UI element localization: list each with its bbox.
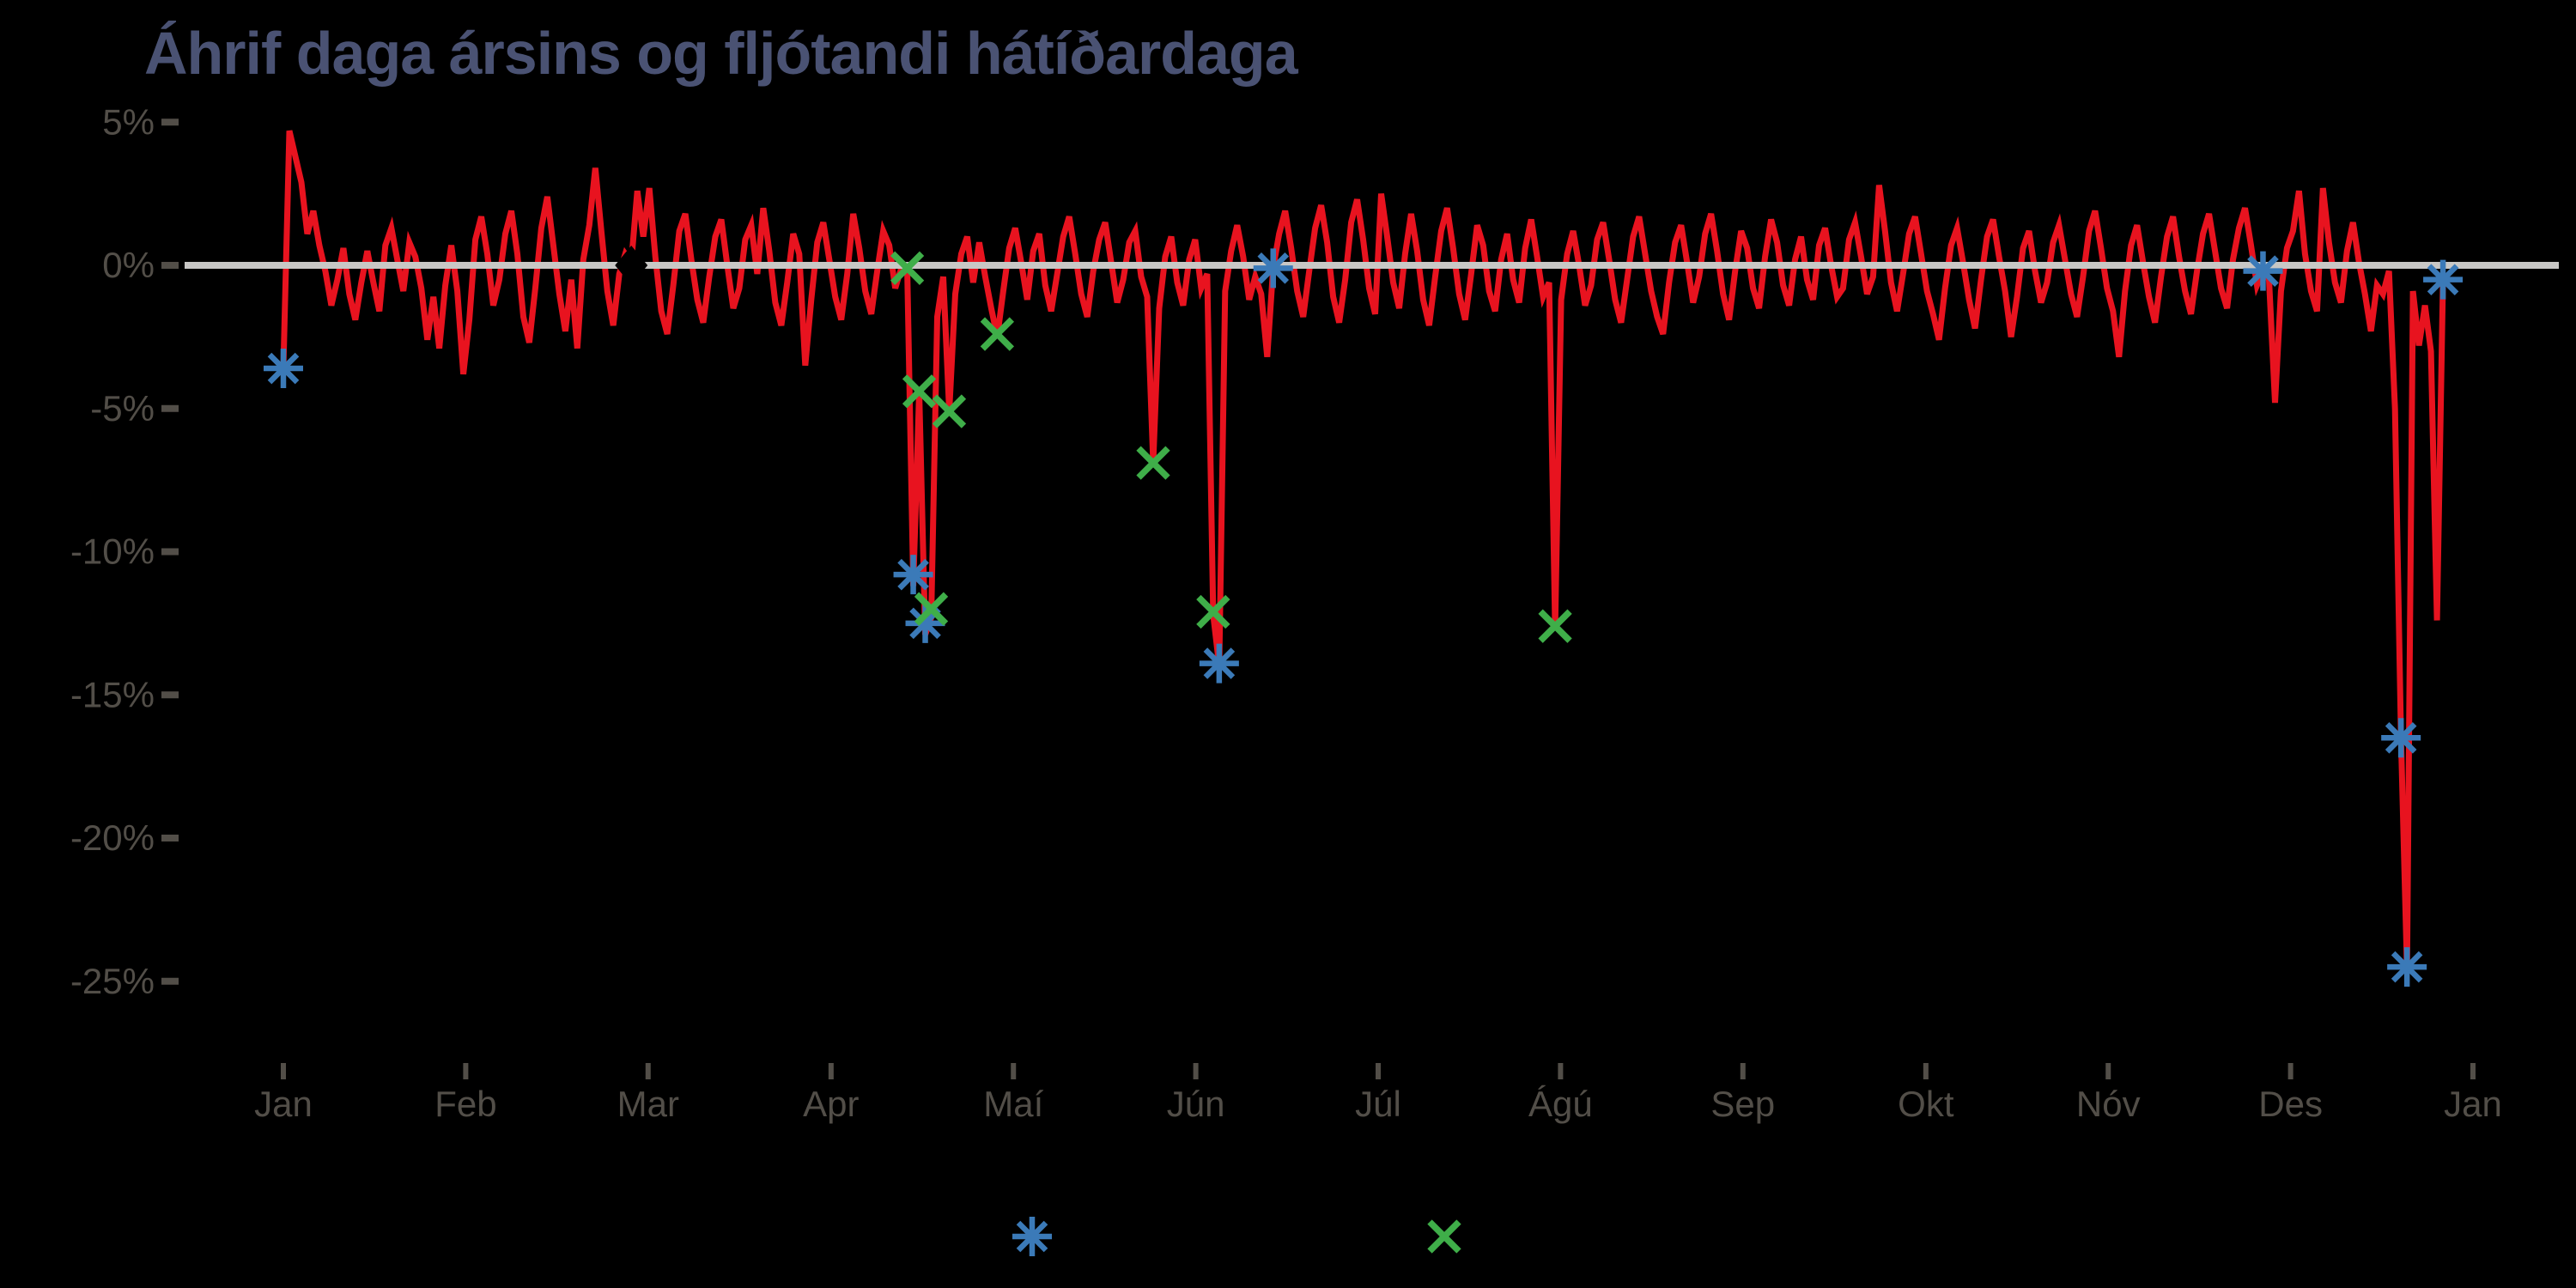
x-mark-stroke	[1427, 1219, 1461, 1254]
x-axis-month-label: Jan	[254, 1084, 313, 1124]
asterisk-spoke	[1203, 647, 1236, 679]
fixed-day-asterisk-marker	[264, 349, 303, 389]
y-axis-tick-label: -10%	[70, 532, 155, 572]
asterisk-spoke	[1016, 1220, 1048, 1253]
floating-holiday-x-marker	[890, 251, 925, 285]
asterisk-spoke	[2427, 264, 2459, 295]
asterisk-spoke	[2247, 255, 2279, 287]
x-axis-month-label: Júl	[1355, 1084, 1401, 1124]
asterisk-spoke	[2385, 721, 2417, 754]
fixed-day-asterisk-marker	[2243, 251, 2283, 291]
x-axis-month-label: Jún	[1167, 1084, 1225, 1124]
asterisk-spoke	[897, 558, 929, 591]
x-axis-month-label: Nóv	[2076, 1084, 2141, 1124]
asterisk-spoke	[267, 352, 300, 385]
x-mark-stroke	[890, 251, 925, 285]
asterisk-spoke	[2391, 951, 2423, 983]
x-mark-stroke	[1196, 594, 1230, 629]
y-axis-tick-label: -15%	[70, 674, 155, 714]
legend-asterisk-icon	[1012, 1217, 1052, 1256]
fixed-day-asterisk-marker	[2387, 947, 2427, 987]
floating-holiday-x-marker	[932, 394, 967, 428]
floating-holiday-x-marker	[902, 374, 937, 409]
fixed-day-asterisk-marker	[1253, 248, 1293, 289]
x-mark-stroke	[1538, 609, 1572, 643]
fixed-day-asterisk-marker	[2381, 718, 2421, 758]
y-axis-tick-label: -5%	[90, 388, 155, 428]
x-mark-stroke	[980, 317, 1015, 351]
diamond-marker	[615, 246, 648, 285]
asterisk-spoke	[1257, 252, 1290, 284]
fixed-day-asterisk-marker	[893, 555, 933, 595]
x-mark-stroke	[1136, 446, 1170, 480]
x-axis-month-label: Feb	[434, 1084, 496, 1124]
floating-holiday-x-marker	[1136, 446, 1170, 480]
x-axis-month-label: Apr	[803, 1084, 859, 1124]
floating-holiday-x-marker	[980, 317, 1015, 351]
x-axis-month-label: Mar	[617, 1084, 679, 1124]
fixed-day-asterisk-marker	[905, 603, 945, 643]
x-axis-month-label: Ágú	[1528, 1084, 1593, 1124]
fixed-day-asterisk-marker	[2423, 259, 2464, 300]
floating-holiday-x-marker	[914, 592, 949, 626]
fixed-day-asterisk-marker	[1199, 643, 1239, 683]
x-mark-stroke	[914, 592, 949, 626]
legend-x-icon	[1427, 1219, 1461, 1254]
x-mark-stroke	[932, 394, 967, 428]
x-axis-month-label: Maí	[983, 1084, 1043, 1124]
series-line-day-effects	[280, 130, 2446, 970]
chart-title: Áhrif daga ársins og fljótandi hátíðarda…	[144, 20, 1298, 87]
floating-holiday-x-marker	[1538, 609, 1572, 643]
x-axis-month-label: Okt	[1898, 1084, 1954, 1124]
x-axis-month-label: Sep	[1710, 1084, 1775, 1124]
y-axis-tick-label: -20%	[70, 817, 155, 858]
floating-holiday-x-marker	[1196, 594, 1230, 629]
x-axis-month-label: Des	[2258, 1084, 2323, 1124]
y-axis-tick-label: 0%	[102, 245, 155, 285]
x-mark-stroke	[902, 374, 937, 409]
y-axis-tick-label: 5%	[102, 101, 155, 142]
y-axis-tick-label: -25%	[70, 961, 155, 1001]
x-axis-month-label: Jan	[2444, 1084, 2502, 1124]
